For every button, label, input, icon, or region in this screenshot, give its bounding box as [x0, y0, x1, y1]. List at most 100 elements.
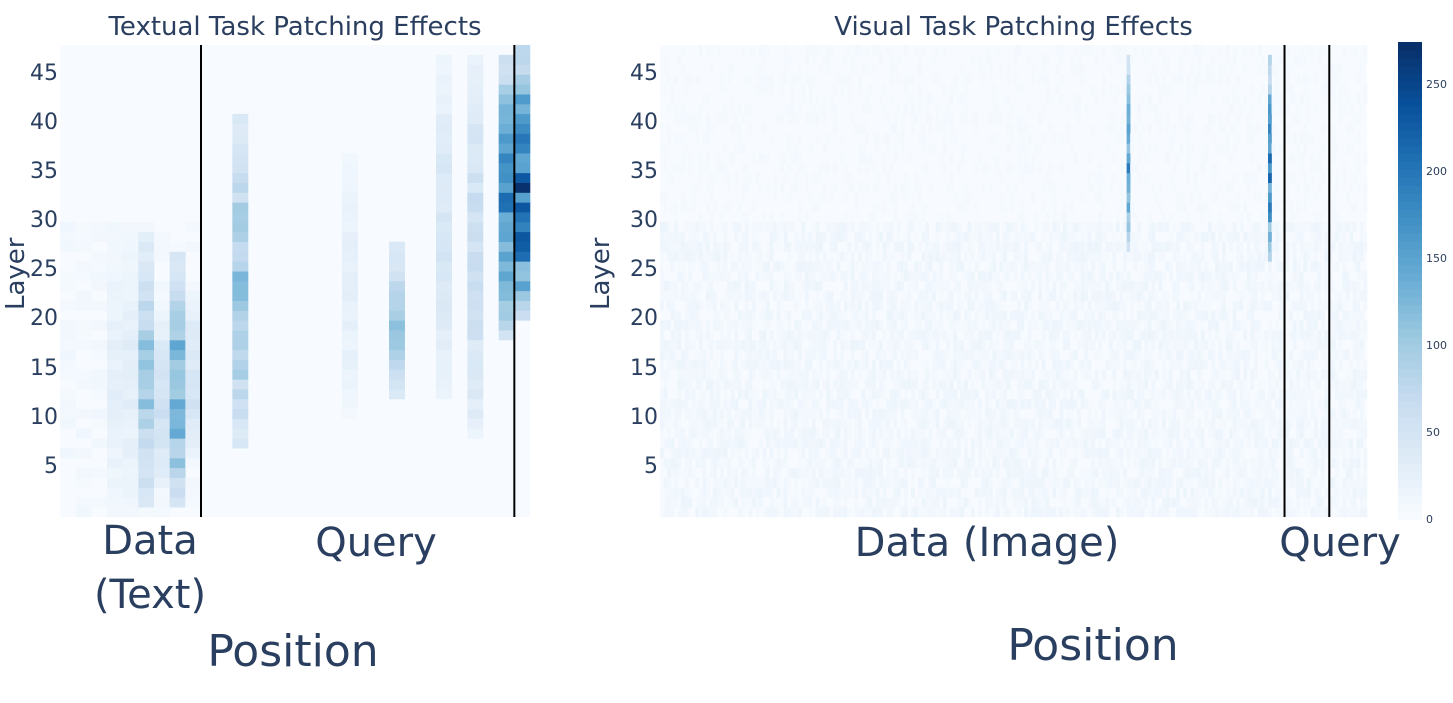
right-heatmap-cell: [1073, 281, 1078, 292]
right-heatmap-cell: [667, 231, 671, 242]
right-heatmap-cell: [812, 74, 816, 85]
right-heatmap-cell: [681, 251, 686, 262]
right-heatmap-cell: [723, 143, 728, 154]
right-heatmap-cell: [1243, 418, 1248, 429]
right-heatmap-cell: [893, 369, 898, 380]
right-heatmap-cell: [1126, 507, 1131, 518]
right-heatmap-cell: [1087, 399, 1092, 410]
right-heatmap-cell: [1147, 251, 1152, 262]
right-heatmap-cell: [737, 222, 742, 233]
right-heatmap-cell: [670, 487, 675, 498]
right-heatmap-cell: [1002, 389, 1007, 400]
right-heatmap-cell: [1130, 251, 1134, 262]
right-heatmap-cell: [900, 281, 905, 292]
right-heatmap-cell: [681, 448, 686, 459]
right-heatmap-cell: [974, 290, 979, 301]
left-heatmap-cell: [91, 467, 108, 478]
right-heatmap-cell: [815, 379, 820, 390]
right-heatmap-cell: [1034, 261, 1039, 272]
right-heatmap-cell: [1038, 290, 1043, 301]
right-heatmap-cell: [667, 497, 671, 508]
left-heatmap-cell: [75, 477, 92, 488]
right-heatmap-cell: [695, 428, 700, 439]
right-heatmap-cell: [1101, 45, 1106, 56]
right-heatmap-cell: [684, 458, 689, 469]
right-heatmap-cell: [815, 408, 820, 419]
right-heatmap-cell: [903, 379, 908, 390]
right-heatmap-cell: [964, 84, 968, 95]
right-heatmap-cell: [946, 438, 951, 449]
right-heatmap-cell: [1161, 507, 1166, 518]
right-heatmap-cell: [1239, 399, 1244, 410]
right-heatmap-cell: [946, 241, 951, 252]
right-heatmap-cell: [758, 487, 763, 498]
right-heatmap-cell: [727, 399, 731, 410]
right-heatmap-cell: [1101, 389, 1106, 400]
right-heatmap-cell: [960, 428, 965, 439]
right-heatmap-cell: [971, 320, 975, 331]
left-heatmap-cell: [138, 399, 155, 410]
right-heatmap-cell: [1236, 418, 1241, 429]
right-heatmap-cell: [737, 438, 742, 449]
right-heatmap-cell: [1116, 241, 1120, 252]
right-heatmap-cell: [1176, 448, 1180, 459]
right-heatmap-cell: [854, 241, 859, 252]
right-heatmap-cell: [953, 320, 958, 331]
right-heatmap-cell: [956, 359, 961, 370]
right-heatmap-cell: [709, 399, 714, 410]
right-heatmap-cell: [826, 54, 830, 65]
right-heatmap-cell: [843, 222, 848, 233]
right-heatmap-cell: [826, 487, 830, 498]
right-heatmap-cell: [1126, 94, 1131, 105]
right-heatmap-cell: [1084, 104, 1089, 115]
right-heatmap-cell: [812, 202, 816, 213]
right-heatmap-cell: [833, 241, 838, 252]
right-heatmap-cell: [808, 408, 813, 419]
right-heatmap-cell: [1123, 359, 1127, 370]
right-heatmap-cell: [1229, 428, 1233, 439]
right-heatmap-cell: [1052, 477, 1057, 488]
right-heatmap-cell: [1186, 113, 1191, 124]
left-heatmap-cell: [232, 359, 249, 370]
right-heatmap-cell: [1038, 281, 1043, 292]
right-heatmap-cell: [705, 153, 710, 164]
right-heatmap-cell: [886, 477, 891, 488]
right-heatmap-cell: [1207, 477, 1212, 488]
right-heatmap-cell: [829, 94, 834, 105]
right-heatmap-cell: [688, 448, 693, 459]
right-heatmap-cell: [1070, 438, 1074, 449]
right-heatmap-cell: [1144, 271, 1149, 282]
right-heatmap-cell: [797, 408, 802, 419]
right-heatmap-cell: [748, 507, 753, 518]
right-heatmap-cell: [1041, 379, 1046, 390]
right-heatmap-cell: [974, 163, 979, 174]
left-heatmap-cell: [169, 340, 186, 351]
right-heatmap-cell: [882, 408, 887, 419]
right-heatmap-cell: [1144, 153, 1149, 164]
right-heatmap-cell: [949, 84, 954, 95]
right-heatmap-cell: [1017, 467, 1021, 478]
right-heatmap-cell: [1094, 241, 1099, 252]
right-heatmap-cell: [737, 487, 742, 498]
right-heatmap-cell: [1218, 487, 1223, 498]
left-heatmap-cell: [514, 290, 531, 301]
right-heatmap-cell: [865, 320, 869, 331]
right-heatmap-cell: [727, 340, 731, 351]
right-heatmap-cell: [932, 467, 937, 478]
right-heatmap-cell: [1179, 271, 1184, 282]
right-heatmap-cell: [1091, 281, 1096, 292]
right-heatmap-cell: [698, 458, 703, 469]
right-heatmap-cell: [914, 399, 919, 410]
right-heatmap-cell: [713, 241, 717, 252]
right-heatmap-cell: [826, 310, 830, 321]
right-heatmap-cell: [964, 330, 968, 341]
right-heatmap-cell: [861, 182, 866, 193]
right-heatmap-cell: [1024, 467, 1028, 478]
right-heatmap-cell: [886, 241, 891, 252]
right-heatmap-cell: [956, 320, 961, 331]
right-heatmap-cell: [1232, 487, 1237, 498]
right-heatmap-cell: [744, 222, 749, 233]
right-heatmap-cell: [1048, 369, 1053, 380]
right-heatmap-cell: [1169, 369, 1173, 380]
right-heatmap-cell: [1108, 320, 1113, 331]
